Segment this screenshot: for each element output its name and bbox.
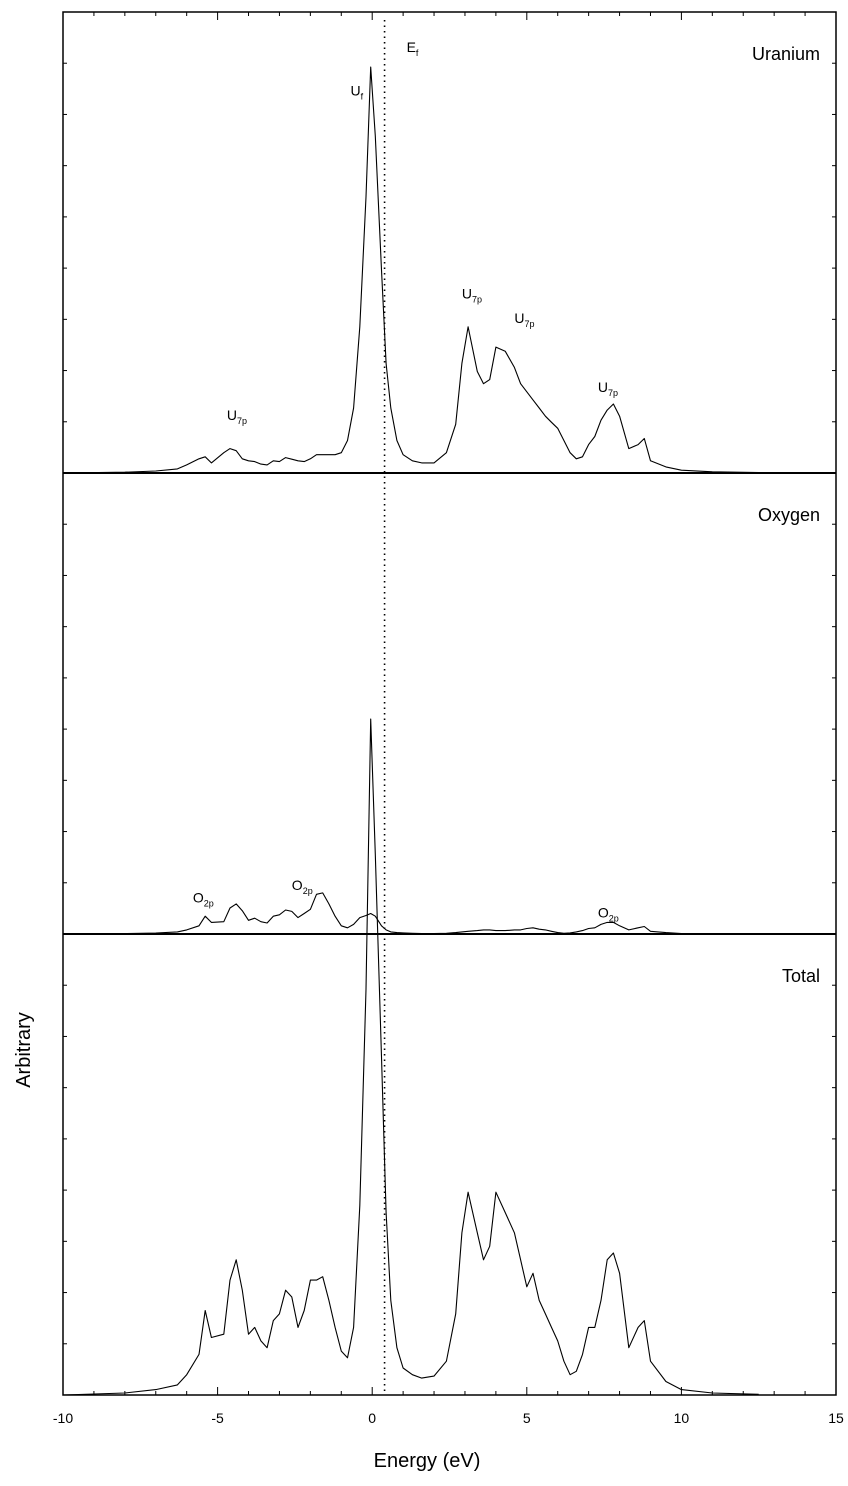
x-tick-label: 10: [674, 1410, 690, 1426]
orbital-label: U7p: [514, 310, 534, 329]
orbital-label: U7p: [598, 379, 618, 398]
curves: [62, 66, 759, 1396]
orbital-label: O2p: [292, 877, 313, 896]
orbital-label: O2p: [193, 889, 214, 908]
y-axis-label: Arbitrary: [13, 1012, 35, 1088]
plot-border: [62, 11, 837, 1396]
panel-title-uranium: Uranium: [752, 44, 820, 64]
axis-ticks: [62, 12, 837, 1395]
panel-title-total: Total: [782, 966, 820, 986]
x-tick-label: -5: [211, 1410, 224, 1426]
chart-frame: [62, 11, 837, 1396]
dos-curve-oxygen: [62, 892, 759, 935]
x-axis-label: Energy (eV): [374, 1450, 481, 1472]
annotations: Uranium Uf U7p U7p U7p U7p Oxygen O2p O2p O2p Tota…: [193, 44, 820, 986]
dos-curve-total: [62, 718, 759, 1396]
x-tick-label: 0: [368, 1410, 376, 1426]
x-tick-label: 5: [523, 1410, 531, 1426]
orbital-label: O2p: [598, 905, 619, 924]
panel-title-oxygen: Oxygen: [758, 505, 820, 525]
fermi-label: Ef: [407, 39, 419, 58]
x-tick-label: -10: [53, 1410, 73, 1426]
x-tick-label: 15: [828, 1410, 844, 1426]
x-tick-labels: -10 -5 0 5 10 15: [53, 1410, 844, 1426]
orbital-label: U7p: [227, 407, 247, 426]
orbital-label: Uf: [351, 82, 364, 101]
orbital-label: U7p: [462, 285, 482, 304]
dos-curve-uranium: [62, 66, 759, 474]
